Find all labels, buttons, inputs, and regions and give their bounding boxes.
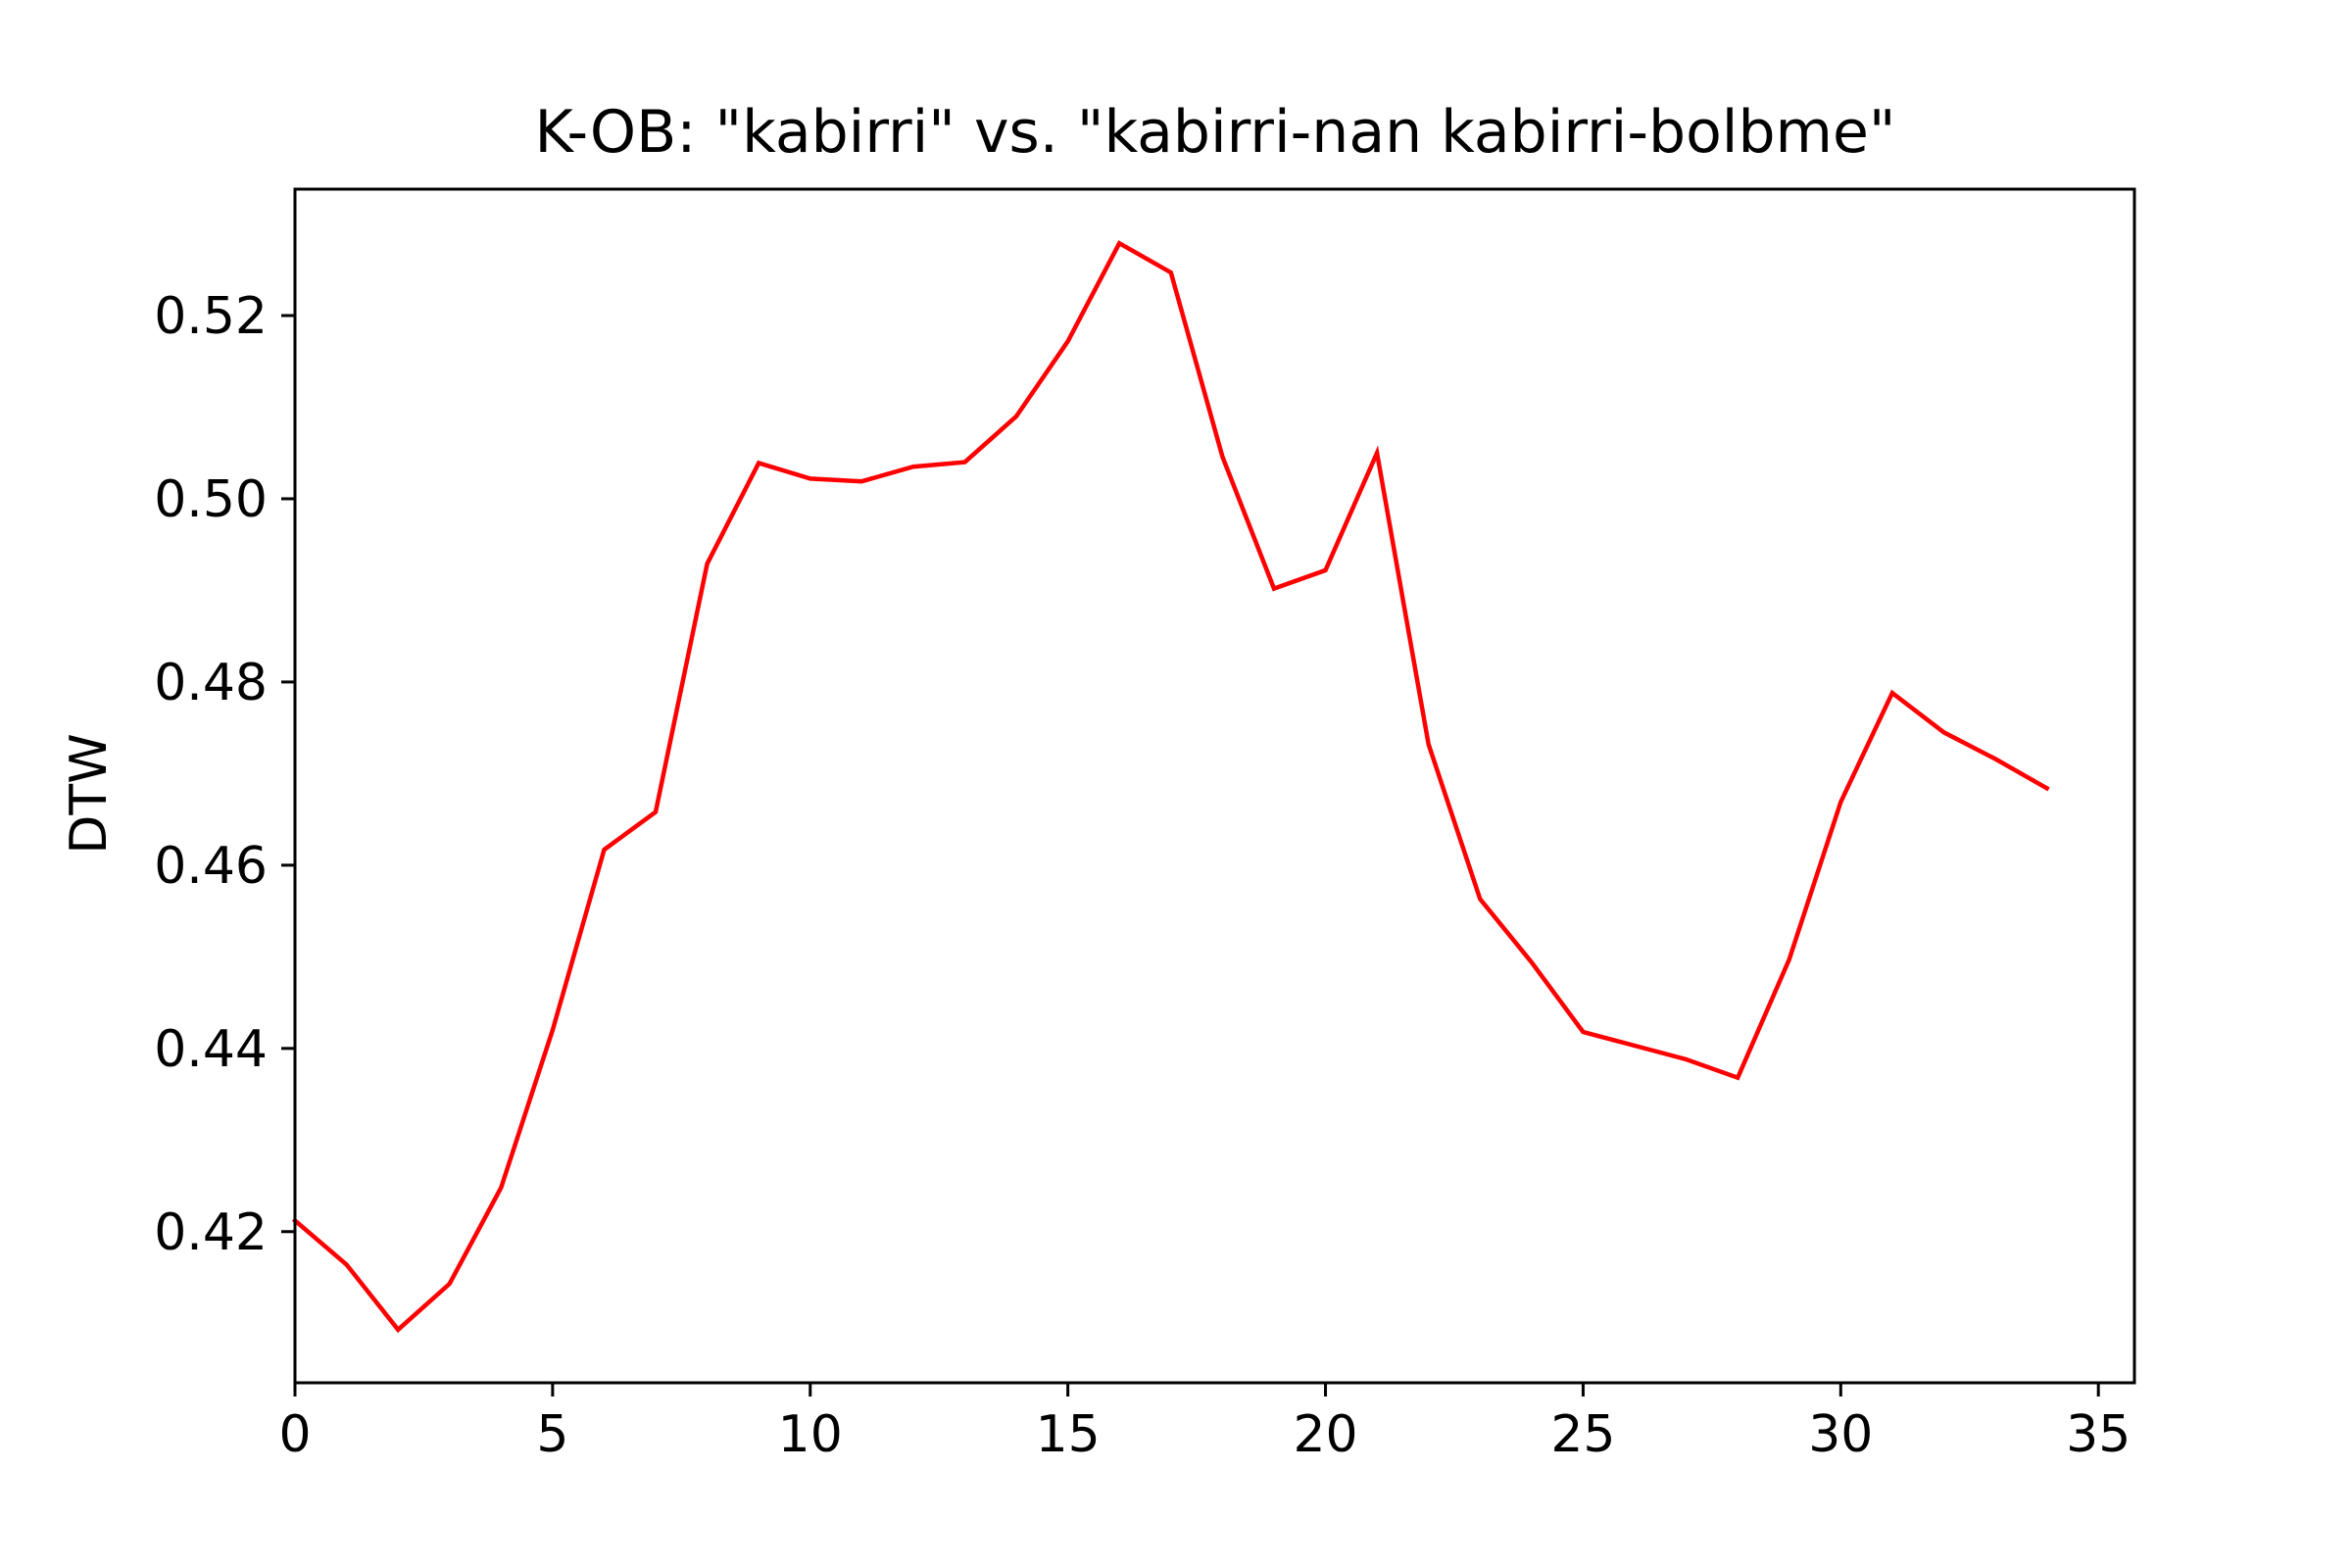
y-axis-label: DTW [60,733,119,854]
y-tick-label: 0.46 [154,837,268,896]
x-tick-label: 35 [2066,1405,2131,1464]
series-layer [291,240,2050,1334]
x-tick-label: 20 [1293,1405,1357,1464]
y-tick-label: 0.44 [154,1020,268,1079]
y-tick-label: 0.50 [154,470,268,529]
y-tick-label: 0.52 [154,287,268,346]
y-tick-label: 0.42 [154,1203,268,1262]
plot-area-frame [293,187,2136,1385]
axis-ticks: 0 5 10 15 20 25 30 35 0.42 0.44 0.46 0.48 0.50 0.52 [154,287,2131,1464]
series-line [291,240,2050,1334]
chart-title: K-OB: "kabirri" vs. "kabirri-nan kabirri… [534,98,1895,167]
x-tick-label: 30 [1808,1405,1873,1464]
x-tick-label: 0 [278,1405,311,1464]
x-tick-label: 10 [778,1405,843,1464]
x-tick-label: 25 [1550,1405,1615,1464]
x-tick-label: 15 [1036,1405,1101,1464]
x-tick-label: 5 [536,1405,568,1464]
y-tick-label: 0.48 [154,654,268,712]
